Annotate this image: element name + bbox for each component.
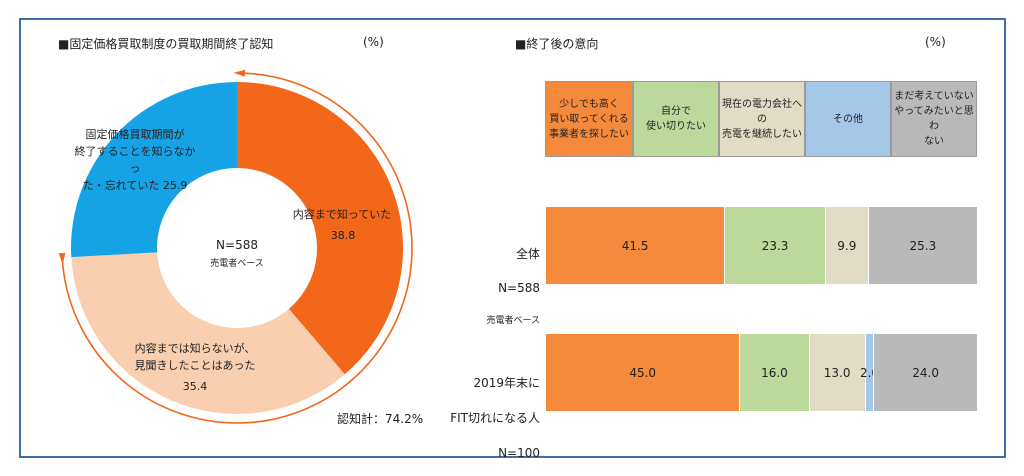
bar-segment-r1-s1: 16.0 <box>739 334 809 411</box>
bar-value-label: 24.0 <box>912 365 939 380</box>
legend-item-2: 現在の電力会社へ の 売電を継続したい <box>719 81 805 157</box>
bar-segment-r1-s0: 45.0 <box>545 334 740 411</box>
slice-value-heard: 35.4 <box>182 380 208 393</box>
donut-unit: (%) <box>363 35 384 49</box>
recognition-arrow-end <box>58 252 66 265</box>
donut-center-n: N=588 <box>216 238 258 252</box>
bar-value-label: 13.0 <box>823 365 851 380</box>
slice-label-unaware: 固定価格買取期間が 終了することを知らなかっ た・忘れていた 25.9 <box>74 128 196 192</box>
row-label-all-line1: 全体 <box>515 247 540 261</box>
bar-value-label: 16.0 <box>761 365 788 380</box>
row-label-fit-line2: FIT切れになる人 <box>450 411 540 425</box>
row-label-fit-line1: 2019年末に <box>473 376 540 390</box>
bar-segment-r0-s0: 41.5 <box>545 207 725 284</box>
recognition-arc <box>61 72 413 424</box>
donut-slice-0 <box>237 82 403 375</box>
recognition-arrow-start <box>233 69 246 77</box>
slice-value-known: 38.8 <box>330 229 356 242</box>
bar-segment-r1-s4: 24.0 <box>873 334 977 411</box>
donut-center-base: 売電者ベース <box>210 259 264 269</box>
legend-item-3: その他 <box>805 81 891 157</box>
row-label-all: 全体 N=588 売電者ベース <box>430 228 540 347</box>
bar-value-label: 41.5 <box>621 238 649 253</box>
row-label-fit-line3: N=100 <box>498 446 540 460</box>
legend-item-1: 自分で 使い切りたい <box>633 81 719 157</box>
bar-segment-r1-s3: 2.0 <box>860 334 879 411</box>
donut-slice-2 <box>70 82 237 258</box>
row-label-fit: 2019年末に FIT切れになる人 N=100 <box>420 356 540 476</box>
donut-slice-1 <box>71 252 345 414</box>
bar-value-label: 25.3 <box>909 238 937 253</box>
legend-item-0: 少しでも高く 買い取ってくれる 事業者を探したい <box>545 81 633 157</box>
donut-title: ■固定価格買取制度の買取期間終了認知 <box>58 37 274 51</box>
bar-value-label: 23.3 <box>761 238 789 253</box>
row-label-all-line2: N=588 <box>498 281 540 295</box>
legend-item-4: まだ考えていない やってみたいと思わ ない <box>891 81 977 157</box>
bar-value-label: 45.0 <box>629 365 657 380</box>
row-label-all-line3: 売電者ベース <box>486 316 540 326</box>
bar-segment-r0-s4: 25.3 <box>867 207 977 284</box>
recognition-total: 認知計：74.2% <box>337 412 424 426</box>
bar-title: ■終了後の意向 <box>515 37 599 51</box>
slice-label-known: 内容まで知っていた <box>292 208 392 221</box>
bar-unit: (%) <box>925 35 946 49</box>
bar-segment-r1-s2: 13.0 <box>808 334 865 411</box>
bar-segment-r0-s1: 23.3 <box>724 207 825 284</box>
bar-value-label: 9.9 <box>837 238 857 253</box>
bar-segment-r0-s2: 9.9 <box>824 207 868 284</box>
slice-label-heard: 内容までは知らないが、 見聞きしたことはあった <box>134 342 256 372</box>
